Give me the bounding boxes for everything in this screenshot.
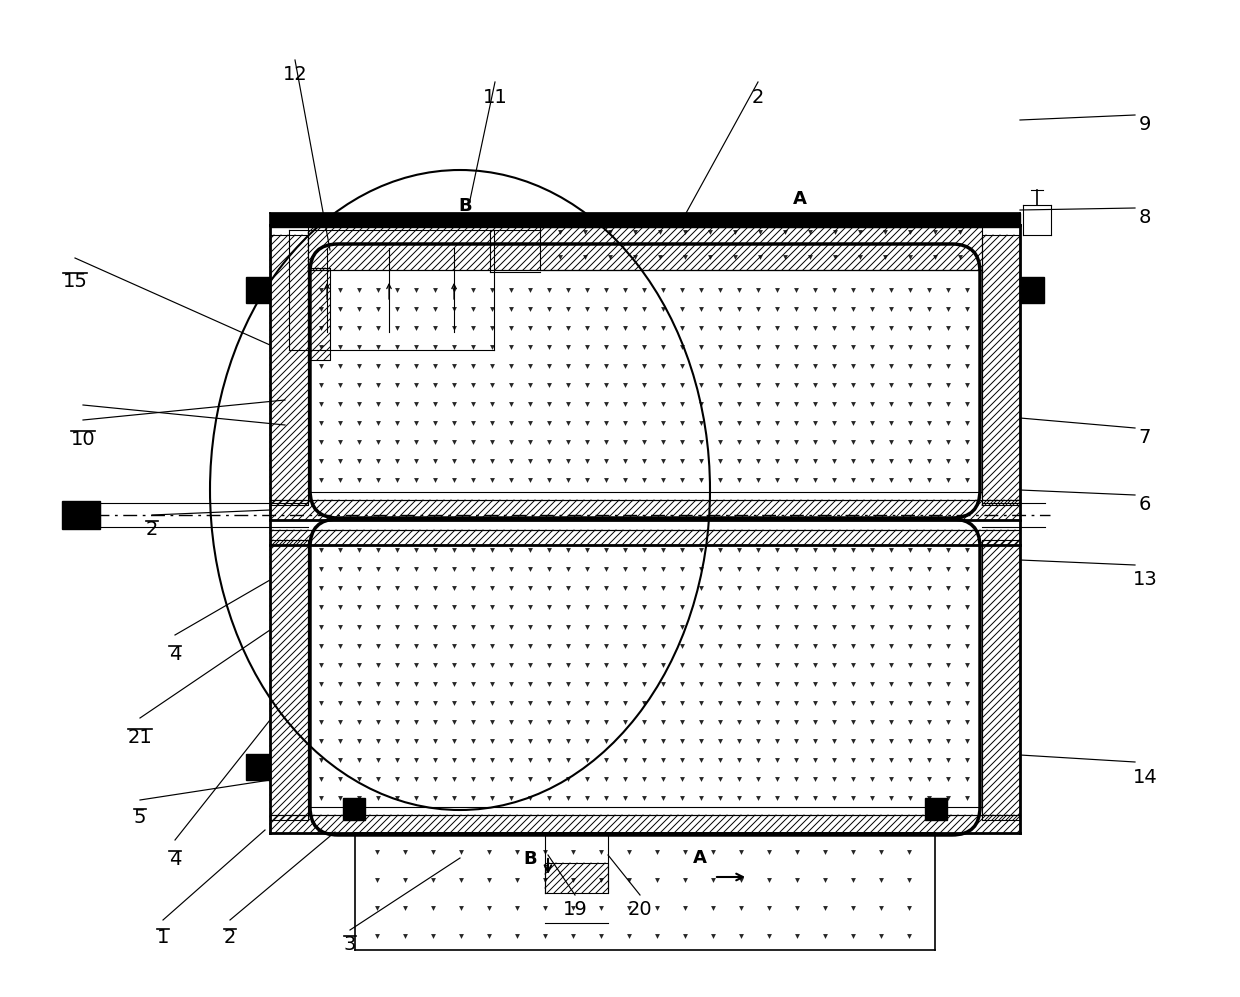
Text: 13: 13 xyxy=(1132,570,1157,589)
Text: 2: 2 xyxy=(751,88,764,107)
Text: 12: 12 xyxy=(283,65,308,84)
Text: 20: 20 xyxy=(627,900,652,919)
Text: 14: 14 xyxy=(1132,768,1157,787)
Text: 21: 21 xyxy=(128,728,153,747)
Text: 3: 3 xyxy=(343,935,356,954)
Text: 7: 7 xyxy=(1138,428,1151,447)
Text: B: B xyxy=(459,197,471,215)
Text: 6: 6 xyxy=(1138,495,1151,514)
Text: 5: 5 xyxy=(134,808,146,827)
Text: 4: 4 xyxy=(169,645,181,664)
Text: 1: 1 xyxy=(156,928,169,947)
Text: 8: 8 xyxy=(1138,208,1151,227)
Bar xyxy=(925,798,947,820)
Text: A: A xyxy=(794,190,807,208)
Text: 10: 10 xyxy=(71,430,95,449)
Bar xyxy=(246,277,270,303)
Text: 2: 2 xyxy=(223,928,236,947)
Bar xyxy=(343,798,365,820)
Bar xyxy=(246,754,270,780)
Text: 11: 11 xyxy=(482,88,507,107)
Text: B: B xyxy=(523,850,537,868)
Bar xyxy=(62,501,100,529)
Bar xyxy=(270,213,1021,227)
Text: 4: 4 xyxy=(169,850,181,869)
Text: 2: 2 xyxy=(146,520,159,539)
Bar xyxy=(1021,277,1044,303)
Text: 19: 19 xyxy=(563,900,588,919)
Text: 9: 9 xyxy=(1138,115,1151,134)
Text: A: A xyxy=(693,849,707,867)
Text: 15: 15 xyxy=(62,272,88,291)
